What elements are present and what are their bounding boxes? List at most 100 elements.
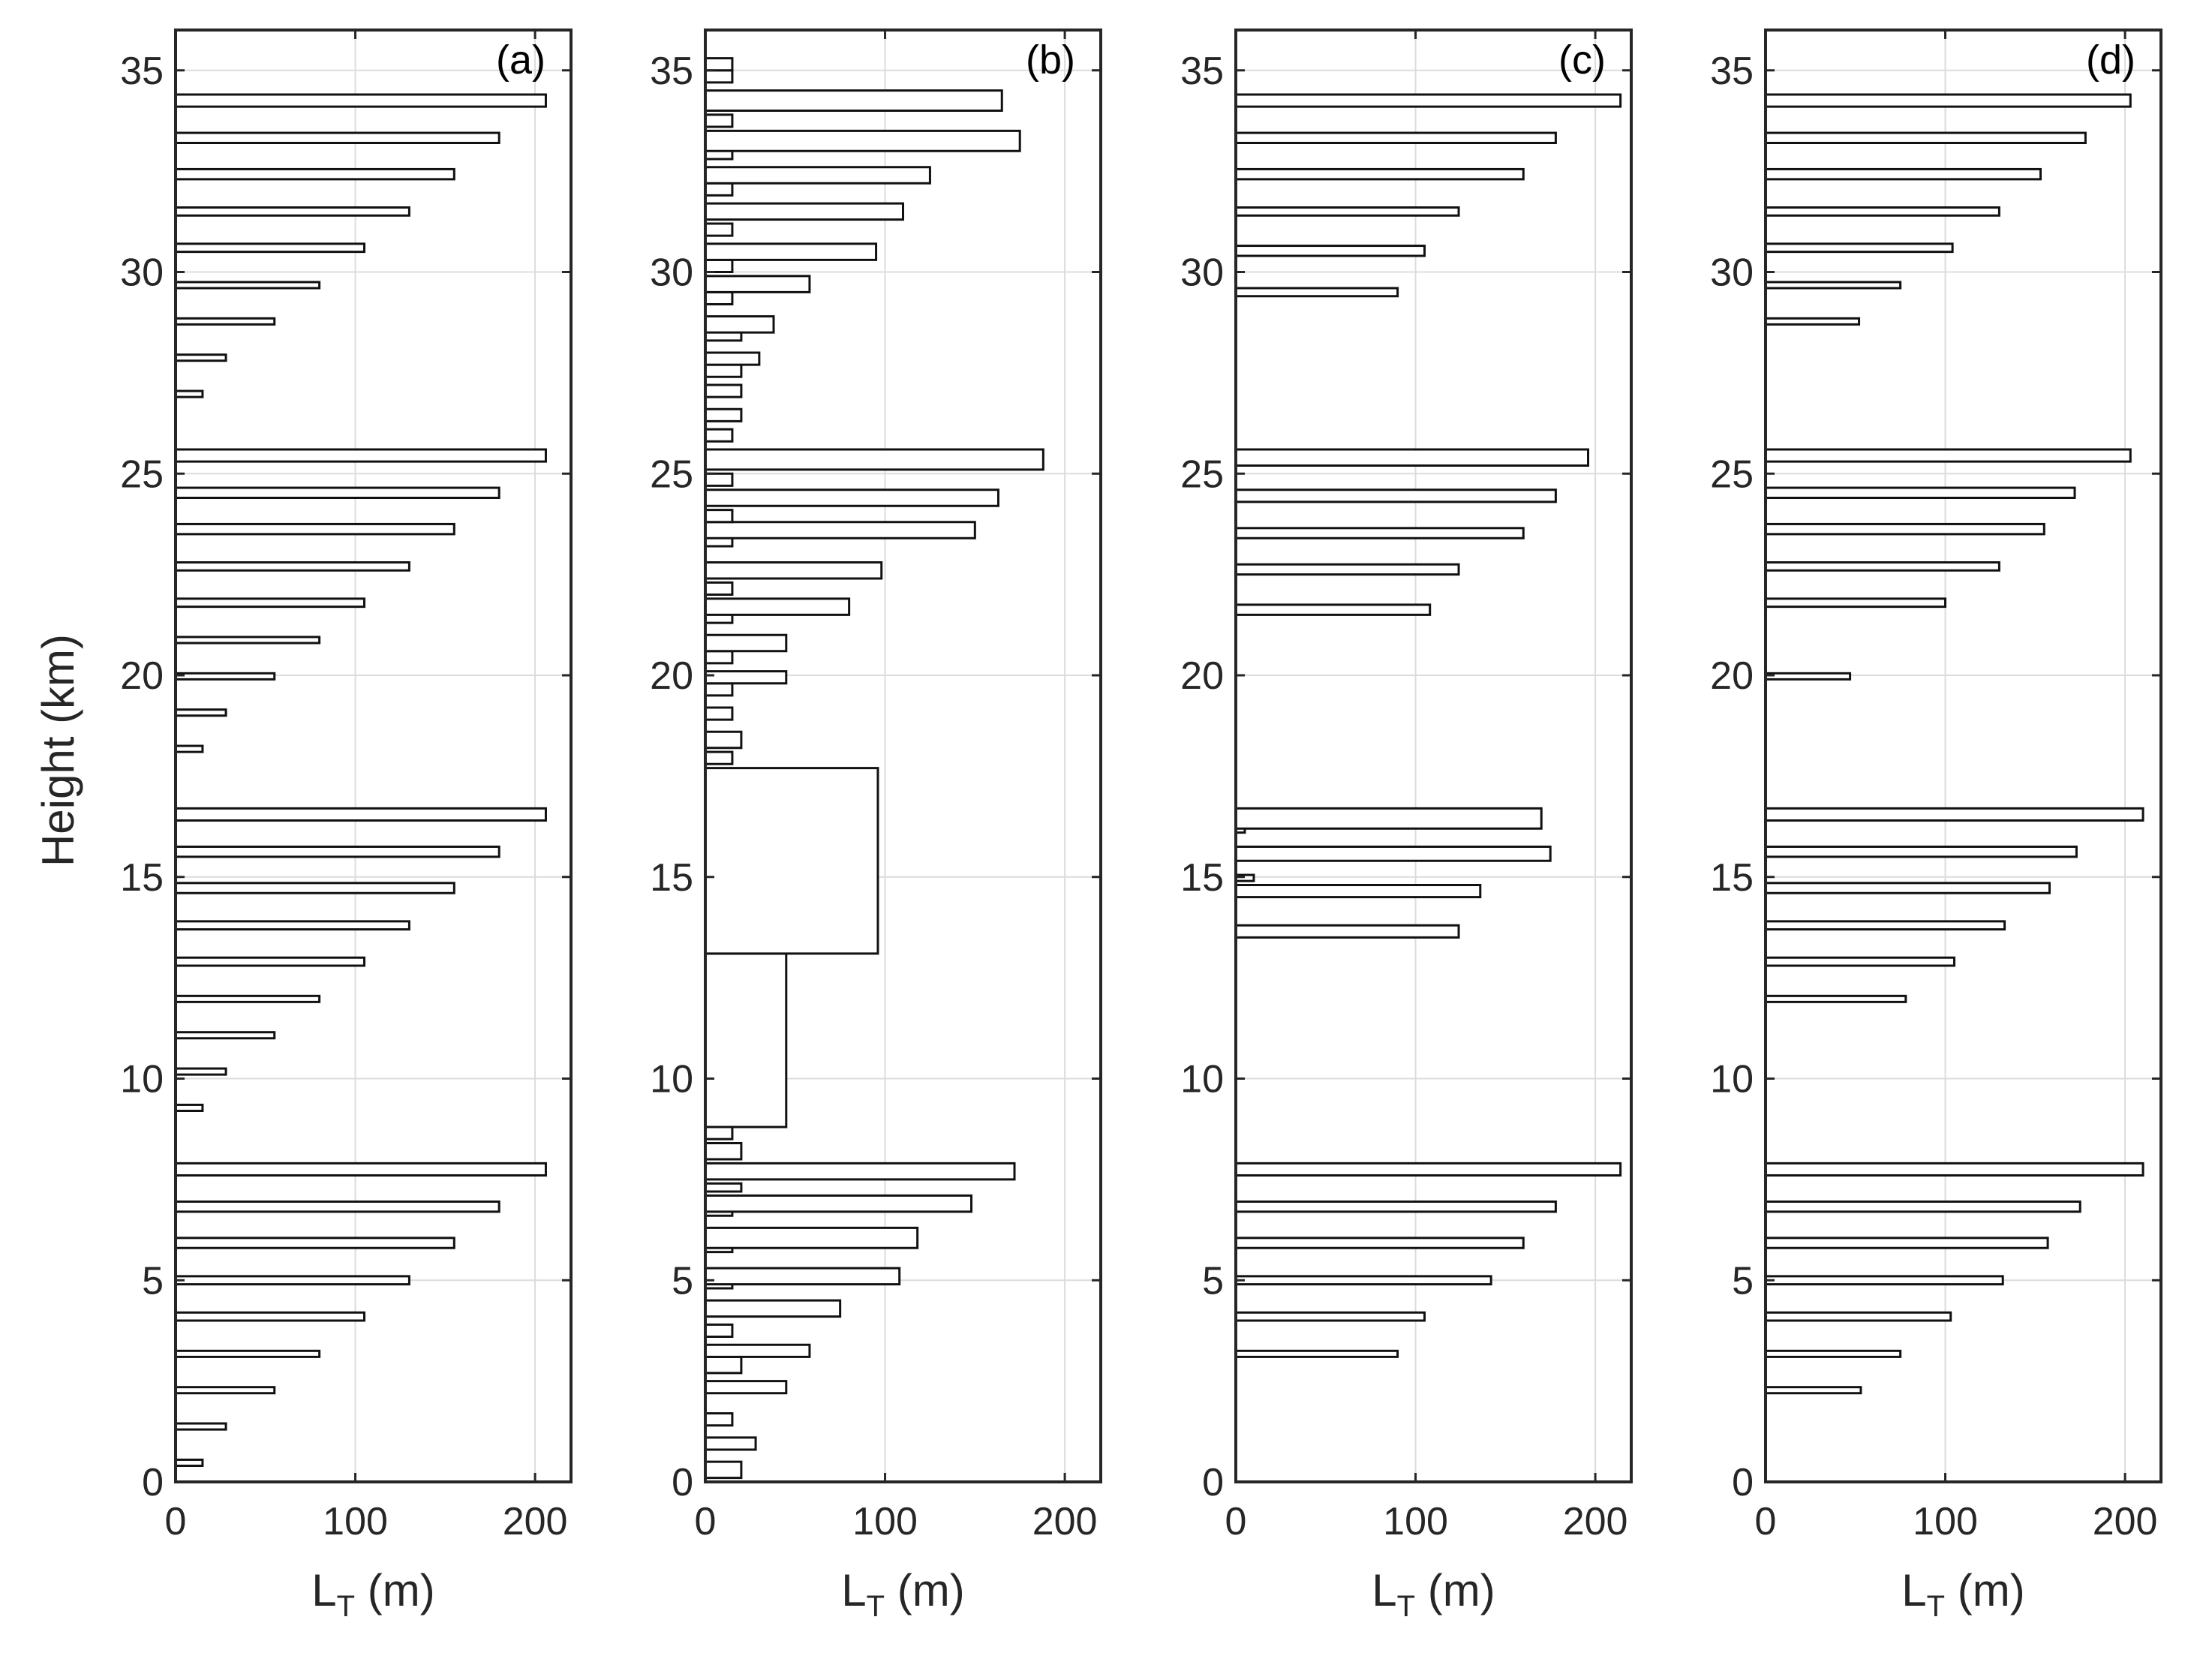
bar (174, 994, 321, 1003)
y-tick-label: 0 (142, 1461, 164, 1504)
bar (1234, 93, 1622, 108)
x-axis-title-main: L (841, 1565, 866, 1615)
y-tick-label: 30 (650, 251, 693, 295)
axes-frame (1234, 29, 1633, 1483)
bar (704, 113, 734, 128)
x-tick-label: 100 (323, 1500, 388, 1543)
bar (1764, 882, 2051, 894)
bar (1764, 1386, 1862, 1395)
x-axis-title-unit: (m) (1945, 1565, 2025, 1615)
ticks: 0 100 200 0 5 10 15 20 25 30 35 (120, 30, 571, 1543)
bar (1764, 486, 2076, 499)
bar (704, 581, 734, 596)
y-tick-label: 15 (650, 856, 693, 900)
bar (704, 1343, 811, 1358)
bar (704, 182, 734, 197)
bar (174, 845, 500, 858)
bar (174, 389, 204, 398)
bar (704, 561, 883, 580)
bar (1764, 994, 1907, 1003)
bar (704, 166, 931, 185)
panel-a: 0 100 200 0 5 10 15 20 25 30 35 (a) LT (m) (120, 29, 573, 1623)
x-axis-title: LT (m) (311, 1565, 434, 1623)
bar (174, 1349, 321, 1358)
y-tick-label: 10 (1710, 1058, 1754, 1101)
bar (1234, 884, 1482, 899)
x-axis-title-main: L (1901, 1565, 1926, 1615)
y-tick-label: 25 (120, 452, 164, 496)
bar (1764, 1162, 2144, 1177)
y-tick-label: 10 (650, 1058, 693, 1101)
bar (174, 597, 366, 609)
x-tick-label: 100 (1913, 1500, 1978, 1543)
bar (1764, 522, 2045, 536)
bar (174, 486, 500, 499)
bar (1764, 672, 1852, 681)
bar (704, 1323, 734, 1338)
y-tick-label: 15 (120, 856, 164, 900)
bar (1764, 93, 2132, 108)
ticks: 0 100 200 0 5 10 15 20 25 30 35 (650, 30, 1101, 1543)
bar (704, 1126, 734, 1141)
y-tick-label: 0 (672, 1461, 693, 1504)
bar (704, 363, 743, 378)
x-axis-title: LT (m) (841, 1565, 964, 1623)
bar (1764, 317, 1861, 326)
y-tick-label: 10 (120, 1058, 164, 1101)
bar (704, 597, 851, 616)
bar (1764, 1311, 1952, 1322)
bar (1234, 131, 1557, 144)
x-axis-title-main: L (1372, 1565, 1396, 1615)
x-axis-title-subscript: T (867, 1590, 885, 1623)
bar (704, 69, 734, 84)
bar (1764, 845, 2078, 858)
x-tick-label: 0 (1225, 1500, 1247, 1543)
axes-frame (704, 29, 1102, 1483)
bar (704, 1460, 743, 1480)
panel-label: (b) (1026, 38, 1075, 83)
bar (704, 351, 761, 366)
bar (704, 275, 811, 293)
bar (1764, 131, 2087, 144)
y-tick-label: 35 (120, 50, 164, 93)
bar (174, 1422, 227, 1431)
x-axis-title-unit: (m) (355, 1565, 435, 1615)
bar (174, 956, 366, 967)
y-tick-label: 30 (1180, 251, 1224, 295)
bar (704, 682, 734, 697)
x-tick-label: 100 (852, 1500, 918, 1543)
bar (174, 93, 547, 108)
bar (704, 633, 788, 653)
x-axis-title: LT (m) (1372, 1565, 1495, 1623)
y-axis-title: Height (km) (33, 634, 83, 867)
bar (1234, 488, 1557, 503)
bar (1764, 1349, 1902, 1358)
bar (704, 258, 734, 273)
y-tick-label: 30 (1710, 251, 1754, 295)
y-tick-label: 10 (1180, 1058, 1224, 1101)
bar (704, 472, 734, 487)
bar (704, 57, 734, 72)
bar (1764, 206, 2000, 217)
bar (174, 636, 321, 645)
x-tick-label: 0 (695, 1500, 717, 1543)
bar (174, 448, 547, 463)
x-axis-title-subscript: T (1927, 1590, 1945, 1623)
x-axis-title-unit: (m) (1415, 1565, 1495, 1615)
bar (704, 242, 878, 261)
bar (1764, 561, 2000, 572)
bar (704, 1142, 743, 1161)
bar (704, 222, 734, 237)
bar (1234, 1237, 1525, 1249)
bar (174, 1458, 204, 1467)
bar (174, 1103, 204, 1112)
bar (1764, 448, 2132, 463)
y-tick-label: 5 (672, 1259, 693, 1303)
bar (704, 448, 1044, 471)
x-axis-title-subscript: T (1397, 1590, 1415, 1623)
bar (174, 882, 455, 894)
bar (704, 428, 734, 443)
y-tick-label: 35 (650, 50, 693, 93)
bar (174, 242, 366, 254)
